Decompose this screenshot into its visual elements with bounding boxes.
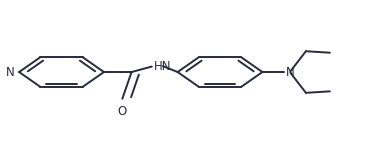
Text: O: O <box>118 105 127 118</box>
Text: HN: HN <box>154 60 171 73</box>
Text: N: N <box>286 66 295 79</box>
Text: N: N <box>6 66 15 79</box>
